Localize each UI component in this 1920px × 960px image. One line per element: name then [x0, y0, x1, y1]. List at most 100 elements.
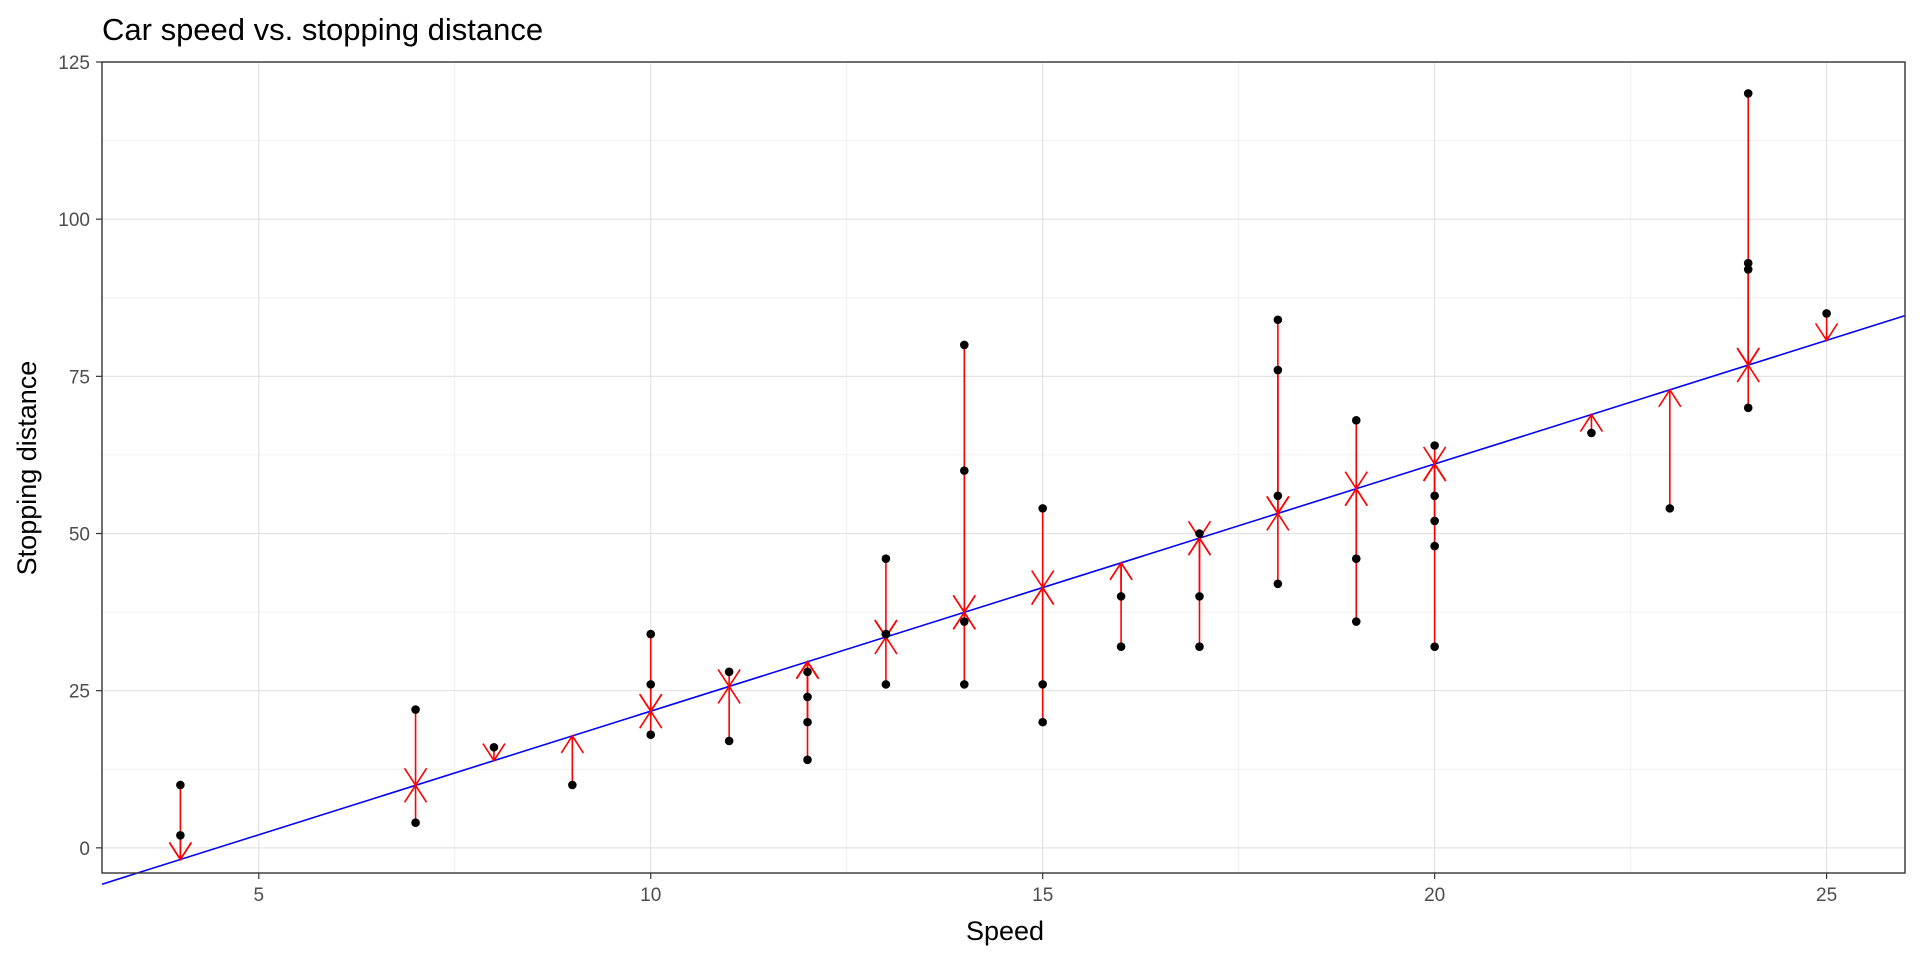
data-point — [1743, 89, 1753, 98]
residual-arrowhead — [1658, 388, 1682, 408]
x-axis-ticks: 5 10 15 20 25 — [253, 873, 1837, 906]
residual-arrowhead — [1422, 446, 1447, 466]
residual-arrow — [1266, 319, 1290, 515]
residual-arrow — [639, 634, 663, 713]
residual-arrow — [1031, 586, 1055, 685]
x-tick-label: 20 — [1424, 885, 1445, 906]
residual-arrowhead — [1109, 561, 1133, 581]
residual-arrowhead — [168, 842, 193, 861]
residual-arrow — [560, 734, 585, 785]
data-point — [881, 629, 891, 639]
data-point — [960, 466, 969, 475]
residual-arrow — [952, 344, 976, 614]
regression-line-layer — [101, 314, 1906, 885]
residual-arrowhead — [1187, 520, 1212, 540]
residual-arrowhead — [1736, 347, 1760, 367]
data-point — [411, 705, 420, 714]
residual-arrowhead — [1344, 471, 1368, 491]
data-point — [1351, 554, 1361, 563]
data-point — [1195, 592, 1204, 601]
data-point — [724, 736, 734, 746]
data-point — [803, 667, 812, 677]
residual-arrowhead — [482, 743, 506, 763]
data-point — [1351, 416, 1361, 425]
data-point — [1743, 265, 1753, 274]
data-point — [1430, 441, 1439, 450]
y-tick-label: 75 — [69, 367, 90, 388]
data-point — [176, 830, 185, 840]
x-tick-label: 10 — [640, 885, 661, 906]
data-point — [646, 680, 656, 689]
residual-arrow — [874, 558, 898, 639]
residual-arrow — [1658, 388, 1682, 509]
y-tick-label: 0 — [79, 839, 90, 860]
residual-arrowhead — [1814, 322, 1839, 342]
data-point — [803, 717, 812, 727]
y-axis-ticks: 0 25 50 75 100 125 — [58, 53, 102, 860]
data-point — [1195, 529, 1204, 538]
data-point — [176, 780, 185, 790]
residual-arrow — [1031, 508, 1055, 590]
residual-arrow — [1344, 487, 1368, 559]
data-point — [1743, 403, 1753, 413]
minor-gridlines — [102, 62, 1905, 873]
residual-arrow — [1109, 561, 1133, 597]
major-gridlines — [102, 61, 1905, 873]
data-point — [646, 629, 656, 639]
residual-arrow — [1736, 363, 1760, 408]
data-point — [1273, 365, 1283, 375]
data-point — [803, 755, 812, 765]
residual-arrowhead — [1031, 570, 1055, 590]
y-axis-title: Stopping distance — [12, 361, 42, 576]
residual-arrowhead — [1579, 413, 1604, 432]
regression-line — [101, 314, 1906, 885]
data-point — [1587, 428, 1596, 438]
data-point — [1116, 592, 1126, 601]
data-point — [1038, 717, 1047, 727]
data-point — [1822, 309, 1831, 318]
data-point — [881, 554, 891, 563]
data-point — [1273, 315, 1283, 325]
x-tick-label: 5 — [253, 885, 264, 906]
residual-arrow — [403, 709, 428, 787]
data-point — [960, 680, 969, 689]
x-tick-label: 15 — [1032, 885, 1053, 906]
data-point — [1665, 504, 1675, 513]
x-axis-title: Speed — [966, 916, 1044, 946]
residual-arrowhead — [639, 693, 663, 713]
residual-arrow — [1422, 462, 1447, 496]
data-point — [1038, 680, 1047, 689]
data-point — [1195, 642, 1204, 651]
residual-arrow — [1266, 511, 1290, 584]
chart-title: Car speed vs. stopping distance — [102, 12, 543, 47]
y-tick-label: 25 — [69, 682, 90, 703]
data-point — [960, 340, 969, 350]
data-point — [1273, 579, 1283, 589]
data-point — [881, 680, 891, 689]
data-point — [1430, 541, 1439, 551]
data-point — [568, 780, 577, 790]
residual-arrow — [168, 784, 193, 861]
residual-arrowhead — [795, 660, 820, 680]
data-point — [960, 617, 969, 626]
data-point — [1743, 258, 1753, 268]
data-point — [803, 692, 812, 702]
plot-panel-border — [101, 61, 1906, 874]
data-points-layer — [176, 89, 1831, 840]
data-point — [646, 730, 656, 739]
data-point — [489, 742, 499, 752]
y-tick-label: 125 — [58, 53, 90, 74]
data-point — [1430, 642, 1439, 651]
data-point — [411, 818, 420, 828]
data-point — [1430, 516, 1439, 526]
data-point — [724, 667, 734, 677]
residual-arrowhead — [717, 669, 741, 688]
residual-arrow — [403, 783, 428, 823]
data-point — [1430, 491, 1439, 501]
data-point — [1038, 504, 1047, 513]
residual-arrow — [1344, 420, 1368, 491]
data-point — [1351, 617, 1361, 626]
residual-arrow — [1187, 536, 1212, 597]
residual-arrowhead — [560, 734, 585, 754]
